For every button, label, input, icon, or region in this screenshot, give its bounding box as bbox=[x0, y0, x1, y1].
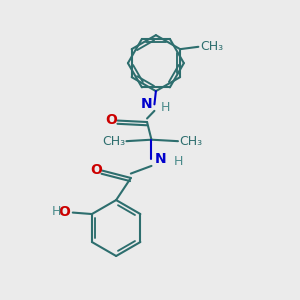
Text: O: O bbox=[90, 163, 102, 177]
Text: H: H bbox=[161, 101, 170, 114]
Text: N: N bbox=[140, 98, 152, 111]
Text: N: N bbox=[154, 152, 166, 167]
Text: H: H bbox=[52, 206, 61, 218]
Text: O: O bbox=[105, 113, 117, 127]
Text: CH₃: CH₃ bbox=[200, 40, 223, 53]
Text: CH₃: CH₃ bbox=[179, 135, 203, 148]
Text: CH₃: CH₃ bbox=[102, 135, 125, 148]
Text: O: O bbox=[58, 205, 70, 219]
Text: H: H bbox=[173, 155, 183, 168]
